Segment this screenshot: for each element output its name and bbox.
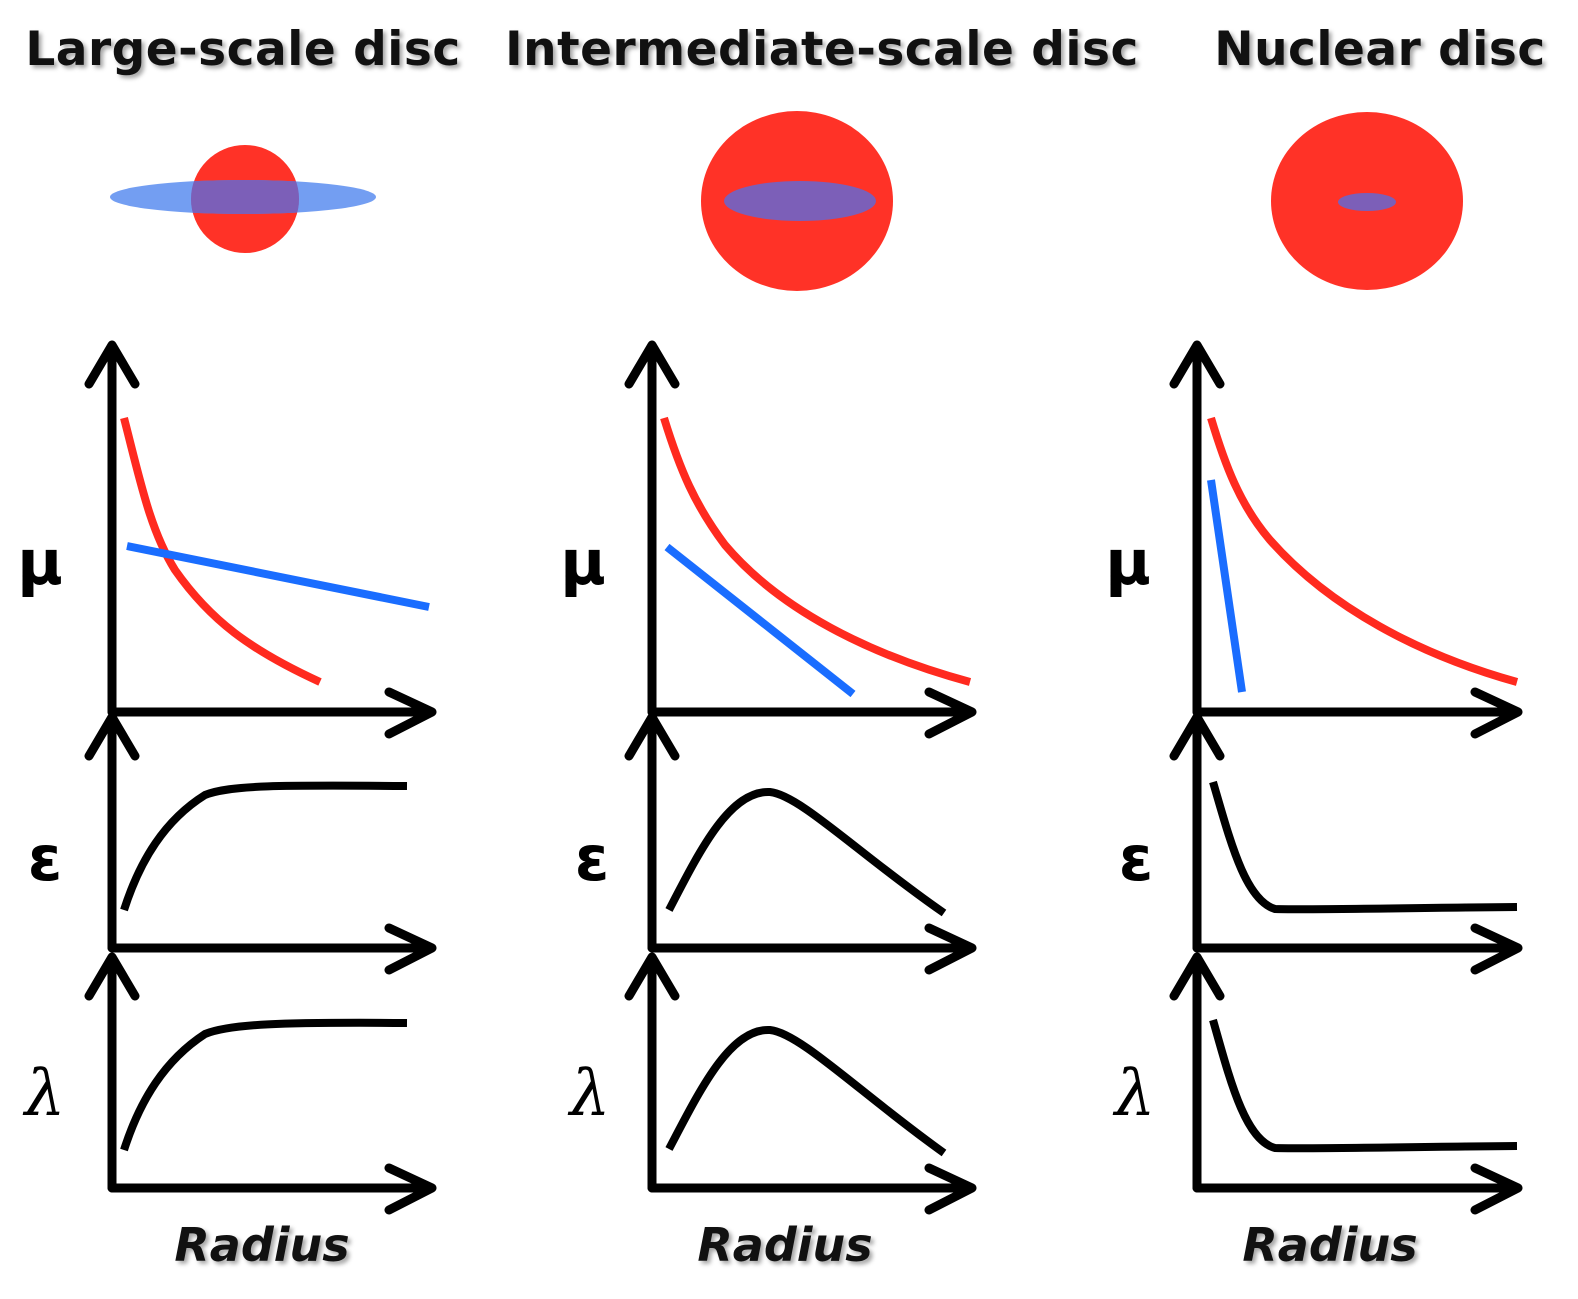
mu-bulge-curve-nuclear: [1207, 416, 1519, 686]
axes-nuclear: [1169, 340, 1523, 1215]
epsilon-y-axis: [1169, 712, 1225, 953]
disc-overlap-shape: [191, 180, 299, 214]
mu-y-axis: [624, 340, 680, 717]
mu-label-nuclear: μ: [1105, 526, 1151, 599]
epsilon-label-large-scale: ε: [27, 822, 63, 895]
mu-label-large-scale: μ: [17, 526, 63, 599]
disc-shape: [724, 181, 876, 221]
panel-title-intermediate-scale: Intermediate-scale disc: [505, 22, 1139, 77]
epsilon-y-axis: [624, 712, 680, 953]
galaxy-sketch-nuclear: [1271, 112, 1463, 290]
lambda-curve-intermediate-scale: [665, 1025, 947, 1157]
lambda-y-axis: [1169, 952, 1225, 1193]
epsilon-curve-nuclear: [1209, 780, 1518, 914]
mu-y-axis: [84, 340, 140, 717]
lambda-label-nuclear: λ: [1114, 1057, 1156, 1131]
lambda-y-axis: [84, 952, 140, 1193]
epsilon-x-axis: [647, 923, 977, 975]
lambda-y-axis: [624, 952, 680, 1193]
epsilon-x-axis: [1192, 923, 1523, 975]
lambda-curve-nuclear: [1209, 1018, 1518, 1153]
x-axis-label-nuclear: Radius: [1242, 1218, 1418, 1272]
epsilon-curve-large-scale: [120, 781, 408, 912]
lambda-curve-large-scale: [120, 1018, 408, 1152]
galaxy-sketch-large-scale: [110, 145, 376, 253]
mu-x-axis: [107, 687, 437, 739]
mu-x-axis: [647, 687, 977, 739]
epsilon-curve-intermediate-scale: [665, 787, 947, 917]
disc-shape: [1338, 193, 1396, 211]
lambda-x-axis: [107, 1163, 437, 1215]
mu-y-axis: [1169, 340, 1225, 717]
galaxy-sketch-intermediate-scale: [701, 111, 893, 291]
axes-large-scale: [84, 340, 437, 1215]
lambda-x-axis: [647, 1163, 977, 1215]
epsilon-label-nuclear: ε: [1118, 822, 1154, 895]
lambda-label-intermediate-scale: λ: [569, 1057, 611, 1131]
mu-disc-line-nuclear: [1207, 479, 1246, 693]
epsilon-x-axis: [107, 923, 437, 975]
x-axis-label-large-scale: Radius: [174, 1218, 350, 1272]
x-axis-label-intermediate-scale: Radius: [697, 1218, 873, 1272]
mu-bulge-curve-intermediate-scale: [660, 416, 972, 686]
mu-bulge-curve-large-scale: [120, 417, 322, 686]
mu-x-axis: [1192, 687, 1523, 739]
epsilon-y-axis: [84, 712, 140, 953]
mu-label-intermediate-scale: μ: [560, 526, 606, 599]
axes-intermediate-scale: [624, 340, 977, 1215]
lambda-x-axis: [1192, 1163, 1523, 1215]
mu-disc-line-intermediate-scale: [664, 543, 856, 698]
panel-title-nuclear: Nuclear disc: [1214, 22, 1546, 77]
mu-disc-line-large-scale: [126, 542, 430, 611]
panel-title-large-scale: Large-scale disc: [25, 22, 461, 77]
epsilon-label-intermediate-scale: ε: [574, 822, 610, 895]
lambda-label-large-scale: λ: [24, 1057, 66, 1131]
